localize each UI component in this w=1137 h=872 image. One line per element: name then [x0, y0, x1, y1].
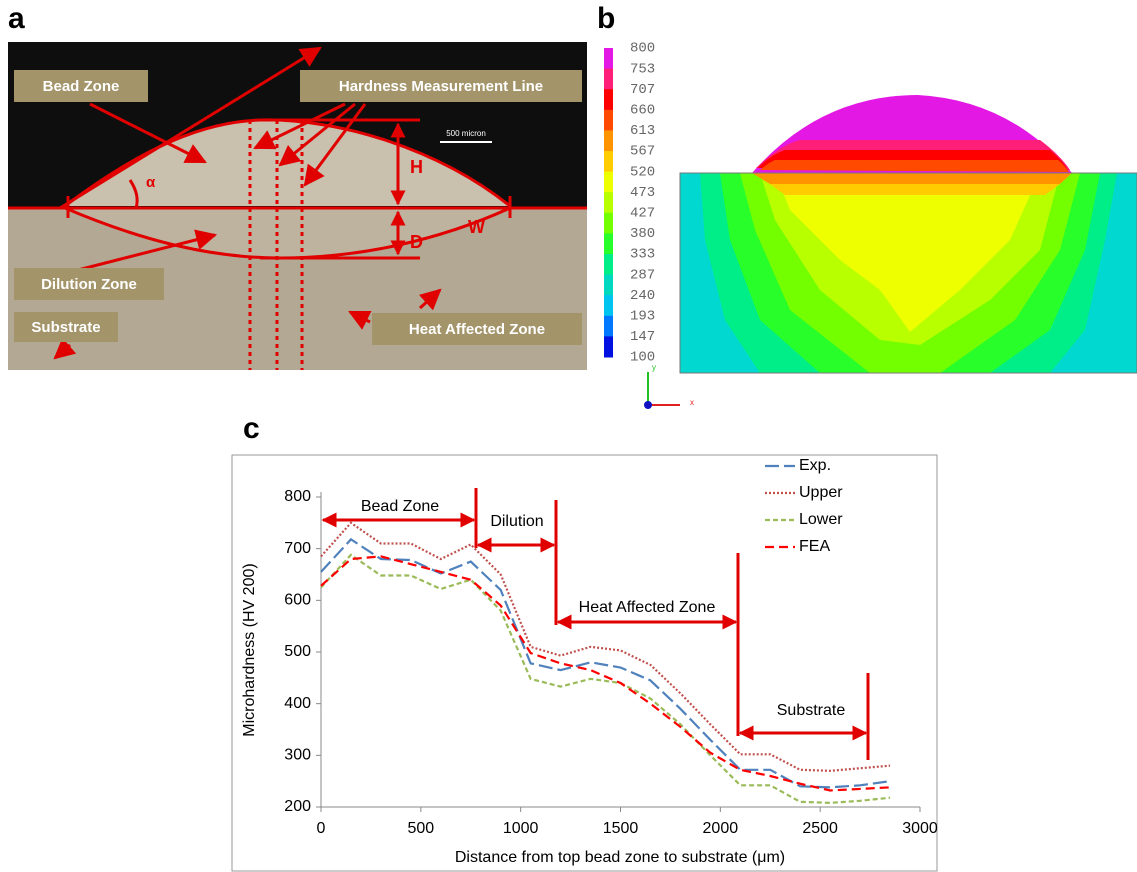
legend-label: Lower [799, 511, 843, 528]
zone-label: Heat Affected Zone [579, 599, 716, 616]
x-tick-label: 1500 [603, 820, 639, 837]
colorbar-segment [604, 254, 613, 275]
dimension-label: α [146, 174, 156, 191]
x-tick-label: 0 [317, 820, 326, 837]
colorbar-label: 707 [630, 82, 655, 98]
y-tick-label: 500 [284, 643, 311, 660]
colorbar-segment [604, 69, 613, 90]
colorbar-segment [604, 89, 613, 110]
colorbar-segment [604, 48, 613, 69]
colorbar-segment [604, 316, 613, 337]
x-tick-label: 1000 [503, 820, 539, 837]
colorbar-label: 613 [630, 123, 655, 139]
zone-label: Bead Zone [43, 78, 120, 95]
colorbar-segment [604, 172, 613, 193]
colorbar-label: 427 [630, 206, 655, 222]
y-axis-title: Microhardness (HV 200) [241, 563, 258, 736]
panel-label: c [243, 412, 260, 445]
colorbar-label: 193 [630, 309, 655, 325]
contour-band [752, 173, 1072, 184]
y-tick-label: 700 [284, 540, 311, 557]
dimension-label: D [410, 232, 423, 252]
colorbar-label: 753 [630, 61, 655, 77]
colorbar-label: 567 [630, 144, 655, 160]
figure: a b c 500 micron H D W α [0, 0, 1137, 872]
colorbar-segment [604, 110, 613, 131]
legend-label: FEA [799, 538, 830, 555]
colorbar-label: 333 [630, 247, 655, 263]
x-tick-label: 2000 [703, 820, 739, 837]
x-tick-label: 2500 [802, 820, 838, 837]
colorbar-label: 800 [630, 41, 655, 57]
colorbar-label: 147 [630, 329, 655, 345]
zone-label: Bead Zone [361, 498, 439, 515]
contour-band [770, 184, 1060, 195]
colorbar-segment [604, 275, 613, 296]
colorbar-segment [604, 233, 613, 254]
y-tick-label: 600 [284, 592, 311, 609]
zone-label: Dilution Zone [41, 276, 137, 293]
colorbar-label: 660 [630, 103, 655, 119]
colorbar-segment [604, 130, 613, 151]
axis-origin [644, 401, 652, 409]
dimension-label: W [468, 217, 485, 237]
axis-label: y [652, 363, 656, 372]
zone-label: Hardness Measurement Line [339, 78, 543, 95]
colorbar-segment [604, 213, 613, 234]
colorbar-segment [604, 336, 613, 357]
zone-label: Heat Affected Zone [409, 321, 545, 338]
panel-label: a [8, 2, 25, 35]
legend-label: Exp. [799, 457, 831, 474]
x-tick-label: 3000 [902, 820, 938, 837]
x-tick-label: 500 [407, 820, 434, 837]
panel-label: b [597, 2, 615, 35]
zone-label: Dilution [490, 513, 543, 530]
y-tick-label: 200 [284, 798, 311, 815]
colorbar-segment [604, 151, 613, 172]
micrograph: 500 micron H D W α Bead Zone Hardness Me… [8, 42, 587, 370]
zone-label: Substrate [777, 702, 846, 719]
colorbar-segment [604, 192, 613, 213]
axis-label: x [690, 398, 694, 407]
scale-bar-label: 500 micron [446, 129, 486, 138]
colorbar: 800 753 707 660 613 567 520 473 427 380 333 287 240 1… [604, 41, 655, 366]
colorbar-label: 287 [630, 267, 655, 283]
y-tick-label: 800 [284, 488, 311, 505]
colorbar-label: 473 [630, 185, 655, 201]
legend-label: Upper [799, 484, 843, 501]
colorbar-label: 380 [630, 226, 655, 242]
y-tick-label: 300 [284, 747, 311, 764]
dimension-label: H [410, 157, 423, 177]
y-tick-label: 400 [284, 695, 311, 712]
colorbar-label: 240 [630, 288, 655, 304]
contour-plot: y x [644, 95, 1137, 409]
colorbar-segment [604, 295, 613, 316]
zone-label: Substrate [31, 319, 100, 336]
colorbar-label: 520 [630, 164, 655, 180]
x-axis-title: Distance from top bead zone to substrate… [455, 849, 785, 866]
contour-band [760, 160, 1069, 172]
